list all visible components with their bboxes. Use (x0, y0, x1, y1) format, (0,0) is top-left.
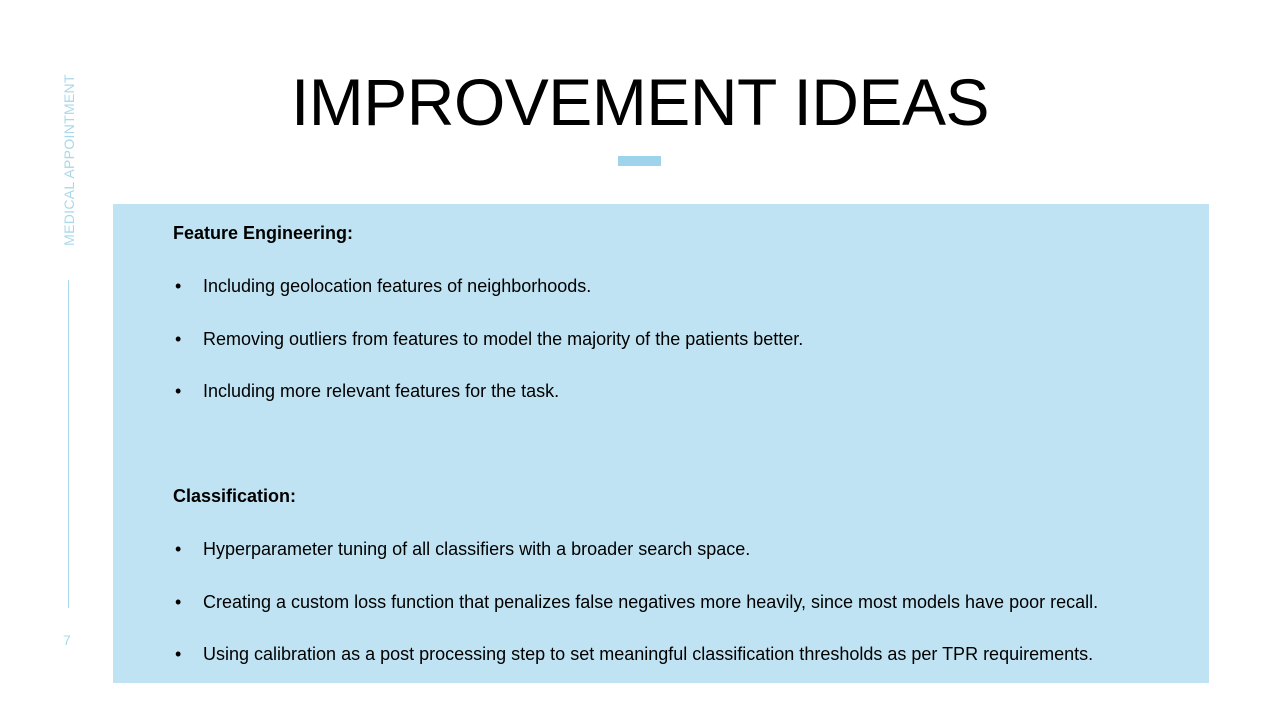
list-item-text: Removing outliers from features to model… (203, 329, 804, 349)
section-heading-classification: Classification: (173, 486, 297, 506)
list-item-text: Using calibration as a post processing s… (203, 644, 1094, 664)
bullet-icon: • (175, 276, 182, 296)
list-item-text: Hyperparameter tuning of all classifiers… (203, 539, 751, 559)
list-item-text: Creating a custom loss function that pen… (203, 592, 1099, 612)
bullet-icon: • (175, 644, 182, 664)
list-item-text: Including more relevant features for the… (203, 381, 560, 401)
side-divider (68, 280, 69, 608)
list-item-text: Including geolocation features of neighb… (203, 276, 592, 296)
page-number: 7 (63, 632, 71, 648)
content-panel: Feature Engineering: • Including geoloca… (113, 204, 1209, 683)
bullet-icon: • (175, 539, 182, 559)
section-heading-feature-engineering: Feature Engineering: (173, 223, 354, 243)
bullet-icon: • (175, 329, 182, 349)
slide-title: IMPROVEMENT IDEAS (290, 65, 990, 139)
title-accent-bar (618, 156, 661, 166)
bullet-icon: • (175, 592, 182, 612)
bullet-icon: • (175, 381, 182, 401)
